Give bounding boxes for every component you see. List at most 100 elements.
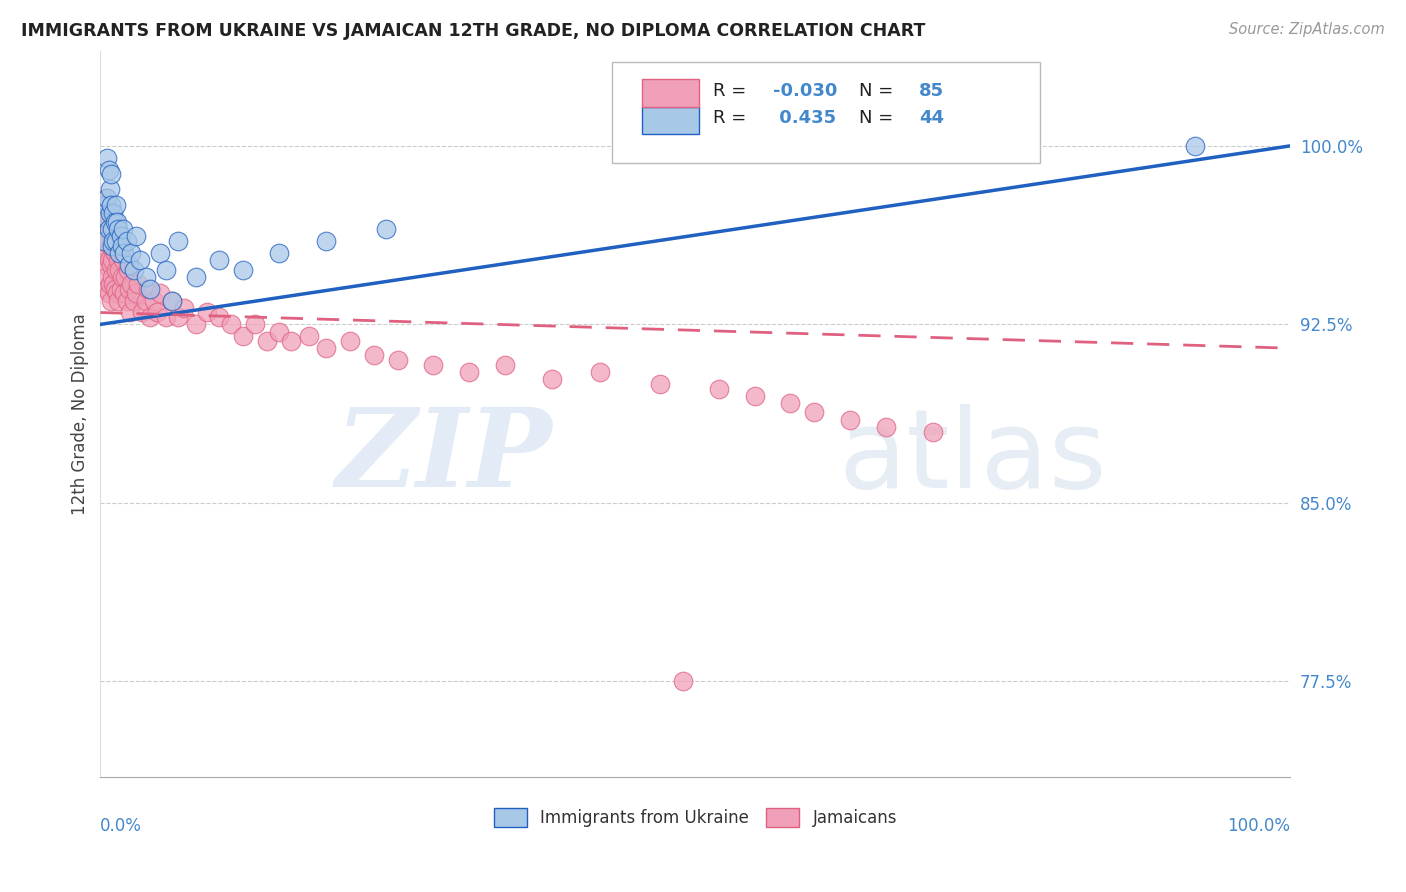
Point xyxy=(96,222,118,236)
Text: ZIP: ZIP xyxy=(336,403,553,511)
Point xyxy=(94,205,117,219)
Point xyxy=(100,293,122,308)
Point xyxy=(219,318,242,332)
Point xyxy=(155,310,177,325)
Text: 0.435: 0.435 xyxy=(772,109,835,128)
Point xyxy=(98,277,121,291)
Point xyxy=(96,269,118,284)
Point xyxy=(197,305,219,319)
Point xyxy=(96,246,118,260)
Point xyxy=(120,305,142,319)
Point xyxy=(166,310,188,325)
Point xyxy=(243,318,266,332)
Point xyxy=(166,234,188,248)
Point xyxy=(115,293,138,308)
Point xyxy=(107,293,129,308)
Point xyxy=(127,277,149,291)
Text: 85: 85 xyxy=(920,81,943,100)
Text: 0.0%: 0.0% xyxy=(100,816,142,835)
Text: IMMIGRANTS FROM UKRAINE VS JAMAICAN 12TH GRADE, NO DIPLOMA CORRELATION CHART: IMMIGRANTS FROM UKRAINE VS JAMAICAN 12TH… xyxy=(21,22,925,40)
Point xyxy=(104,262,127,277)
Point xyxy=(103,277,125,291)
Point xyxy=(96,229,118,244)
Point xyxy=(100,168,122,182)
Point xyxy=(672,674,695,689)
Point xyxy=(875,419,897,434)
Point xyxy=(803,405,825,419)
Point xyxy=(142,293,165,308)
Point xyxy=(117,262,139,277)
Point xyxy=(104,229,127,244)
Point xyxy=(1184,139,1206,153)
Point xyxy=(315,234,337,248)
Point xyxy=(122,293,145,308)
Point xyxy=(105,286,128,301)
Point xyxy=(256,334,278,348)
Point xyxy=(105,215,128,229)
Point xyxy=(103,234,125,248)
Point xyxy=(267,325,290,339)
Point xyxy=(128,253,150,268)
Point xyxy=(122,262,145,277)
Point xyxy=(104,198,127,212)
Point xyxy=(97,222,120,236)
Point xyxy=(839,412,862,426)
Point xyxy=(374,222,396,236)
Point xyxy=(173,301,195,315)
Point xyxy=(458,365,481,379)
Point xyxy=(100,198,122,212)
Point xyxy=(110,282,132,296)
Text: N =: N = xyxy=(859,81,900,100)
Point xyxy=(363,348,385,362)
Point xyxy=(100,258,122,272)
Point xyxy=(101,215,124,229)
Point xyxy=(111,239,134,253)
Point xyxy=(111,253,134,268)
Point xyxy=(112,286,135,301)
Point xyxy=(103,234,125,248)
Point xyxy=(125,286,148,301)
Point xyxy=(104,282,127,296)
Text: 44: 44 xyxy=(920,109,943,128)
Point xyxy=(160,293,183,308)
Point xyxy=(779,396,801,410)
Point xyxy=(96,191,118,205)
Point xyxy=(146,305,169,319)
Point xyxy=(149,246,172,260)
Text: R =: R = xyxy=(713,81,752,100)
Text: Source: ZipAtlas.com: Source: ZipAtlas.com xyxy=(1229,22,1385,37)
FancyBboxPatch shape xyxy=(612,62,1040,163)
Point xyxy=(139,282,162,296)
Point xyxy=(105,239,128,253)
Point xyxy=(107,222,129,236)
Point xyxy=(494,358,516,372)
Point xyxy=(280,334,302,348)
Point xyxy=(104,215,127,229)
Point xyxy=(97,253,120,268)
Point xyxy=(93,239,115,253)
Point xyxy=(139,310,162,325)
Text: R =: R = xyxy=(713,109,752,128)
Point xyxy=(120,246,142,260)
Point xyxy=(339,334,361,348)
Point xyxy=(115,234,138,248)
Point xyxy=(101,253,124,268)
Point xyxy=(98,205,121,219)
Point xyxy=(136,282,159,296)
Point xyxy=(297,329,319,343)
Point xyxy=(208,310,231,325)
Point xyxy=(648,376,671,391)
Point xyxy=(267,246,290,260)
Point xyxy=(118,258,141,272)
Point xyxy=(208,253,231,268)
Point xyxy=(96,198,118,212)
Point xyxy=(107,253,129,268)
Point xyxy=(120,277,142,291)
Point xyxy=(131,305,153,319)
Point xyxy=(422,358,444,372)
Point xyxy=(104,234,127,248)
Point xyxy=(97,162,120,177)
Point xyxy=(707,382,730,396)
Point xyxy=(103,205,125,219)
Y-axis label: 12th Grade, No Diploma: 12th Grade, No Diploma xyxy=(72,313,89,515)
